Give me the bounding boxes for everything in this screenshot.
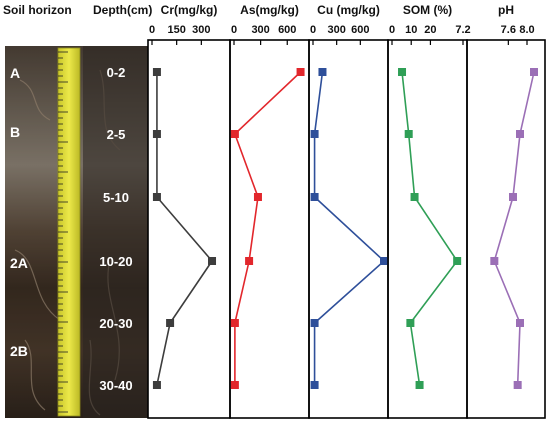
series-line — [156, 72, 214, 386]
depth-header: Depth(cm) — [93, 3, 152, 17]
depth-label: 2-5 — [107, 127, 126, 142]
tick-label: 8.0 — [519, 24, 534, 36]
horizon-label-2a: 2A — [10, 255, 28, 271]
panel-3: Cu (mg/kg)0 300 600 — [308, 3, 389, 419]
tick-label: 300 — [192, 24, 210, 36]
data-point — [230, 381, 239, 389]
data-point — [404, 130, 413, 138]
panel-frame — [229, 39, 310, 419]
tick-label: 0 — [310, 24, 316, 36]
depth-label: 20-30 — [99, 316, 132, 331]
data-point — [152, 381, 161, 389]
data-point — [509, 193, 517, 201]
data-point — [166, 319, 175, 327]
tick-label: 20 — [424, 24, 436, 36]
data-point — [245, 257, 254, 265]
series-line — [493, 71, 535, 386]
panel-2: As(mg/kg)0 300 600 — [229, 3, 310, 419]
data-point — [230, 130, 239, 138]
tick-label: 0 — [149, 24, 155, 36]
data-point — [152, 130, 161, 138]
data-point — [406, 319, 415, 327]
depth-label: 0-2 — [107, 65, 126, 80]
depth-strip — [83, 46, 148, 418]
tick-label: 600 — [278, 24, 296, 36]
data-point — [380, 257, 388, 265]
tick-label: 0 — [231, 24, 237, 36]
data-point — [310, 319, 319, 327]
tick-label: 600 — [351, 24, 369, 36]
data-point — [310, 193, 319, 201]
horizon-label-b: B — [10, 124, 20, 140]
panel-title: SOM (%) — [403, 3, 452, 17]
panel-frame — [387, 39, 468, 419]
panel-1: Cr(mg/kg) 0 150 300 — [147, 3, 231, 419]
data-point — [398, 68, 407, 76]
panel-frame — [466, 39, 546, 419]
tick-label: 0 — [389, 24, 395, 36]
data-point — [516, 319, 524, 327]
data-point — [490, 257, 499, 265]
data-point — [230, 319, 239, 327]
horizon-label-2b: 2B — [10, 343, 28, 359]
panel-title: Cu (mg/kg) — [317, 3, 380, 17]
data-point — [152, 68, 161, 76]
tick-label: 150 — [167, 24, 185, 36]
data-point — [530, 68, 538, 76]
series-line — [233, 71, 302, 385]
data-point — [310, 381, 319, 389]
depth-label: 10-20 — [99, 254, 132, 269]
tick-label: 300 — [251, 24, 269, 36]
tick-label: 7.6 — [501, 24, 516, 36]
horizon-label-a: A — [10, 65, 20, 81]
tick-label: 10 — [405, 24, 417, 36]
panel-title: pH — [498, 3, 514, 17]
depth-label: 5-10 — [103, 190, 129, 205]
data-point — [318, 68, 327, 76]
data-point — [513, 381, 522, 389]
data-point — [410, 193, 419, 201]
panel-4: SOM (%) 0 10 20 7.2 — [387, 3, 471, 419]
series-line — [401, 71, 459, 386]
tick-label: 300 — [327, 24, 345, 36]
data-point — [296, 68, 305, 76]
panel-title: As(mg/kg) — [240, 3, 299, 17]
series-line — [313, 71, 386, 385]
data-point — [415, 381, 424, 389]
data-point — [310, 130, 319, 138]
data-point — [253, 193, 262, 201]
data-point — [208, 257, 217, 265]
panel-5: pH 7.6 8.0 — [466, 3, 546, 419]
data-point — [152, 193, 161, 201]
depth-label: 30-40 — [99, 378, 132, 393]
data-point — [453, 257, 462, 265]
tick-label: 7.2 — [455, 24, 470, 36]
panel-frame — [147, 39, 231, 419]
panel-title: Cr(mg/kg) — [161, 3, 218, 17]
data-point — [516, 130, 524, 138]
soil-horizon-header: Soil horizon — [3, 3, 72, 17]
